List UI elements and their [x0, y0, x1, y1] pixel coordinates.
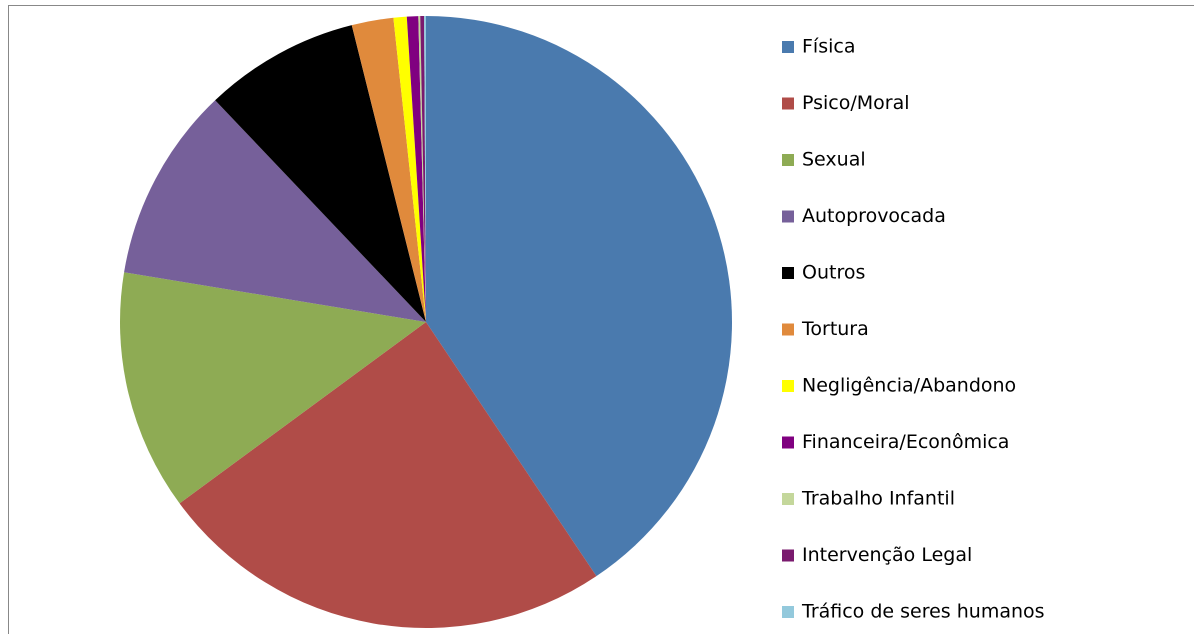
legend-label: Sexual	[802, 149, 866, 171]
pie-slice	[120, 272, 427, 504]
pie-slice	[124, 100, 427, 323]
legend-swatch	[782, 41, 794, 53]
legend-label: Intervenção Legal	[802, 544, 972, 566]
legend-swatch	[782, 210, 794, 223]
legend-label: Tortura	[801, 318, 869, 340]
pie-slice	[406, 16, 426, 322]
legend-swatch	[782, 493, 794, 505]
pie-slice	[426, 16, 732, 577]
legend-swatch	[782, 549, 794, 562]
legend-label: Autoprovocada	[802, 205, 946, 227]
pie-slice	[351, 17, 426, 322]
legend-swatch	[782, 97, 794, 110]
legend-label: Psico/Moral	[802, 92, 910, 114]
legend-label: Financeira/Econômica	[802, 431, 1009, 453]
legend-label: Negligência/Abandono	[802, 375, 1016, 397]
pie-slice	[418, 16, 426, 323]
legend-swatch	[782, 323, 794, 336]
legend-swatch	[782, 436, 794, 449]
pie-slice	[215, 25, 426, 322]
pie-slice	[393, 16, 426, 322]
legend-label: Trabalho Infantil	[801, 488, 955, 510]
legend-swatch	[782, 380, 794, 392]
pie-slice	[420, 16, 426, 322]
legend-swatch	[782, 606, 794, 618]
legend-swatch	[782, 267, 794, 279]
legend-label: Tráfico de seres humanos	[801, 601, 1045, 623]
legend-label: Física	[802, 36, 855, 58]
pie-slice	[179, 322, 597, 628]
legend-swatch	[782, 154, 794, 166]
pie-slice	[424, 16, 426, 322]
legend-label: Outros	[802, 262, 865, 284]
